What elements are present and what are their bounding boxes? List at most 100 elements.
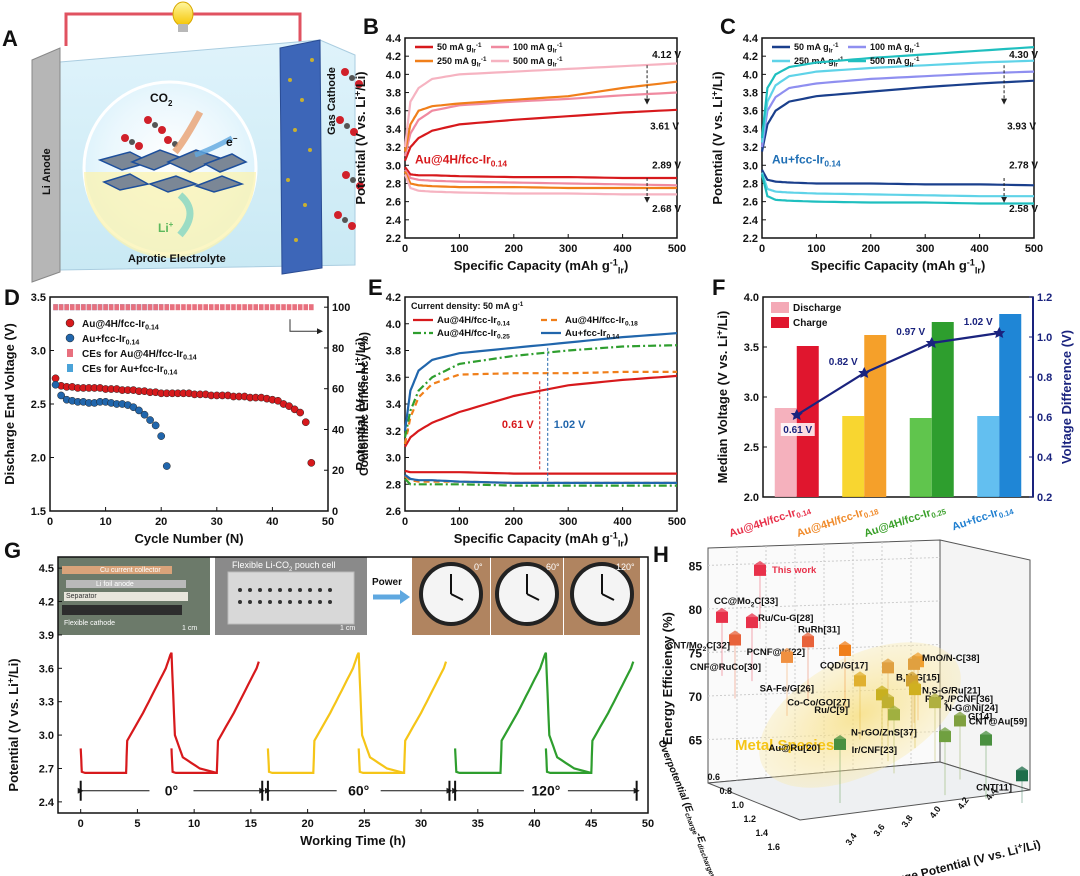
legend-label: 50 mA gIr-1 — [437, 42, 482, 54]
legend-d: Au@4H/fcc-Ir0.14 Au+fcc-Ir0.14 CEs for Au@… — [65, 318, 197, 377]
ce-point — [197, 304, 203, 311]
power-label: Power — [372, 577, 402, 588]
y2-tick-label: 60 — [332, 384, 344, 396]
photo-label-sep: Separator — [66, 593, 97, 600]
catalyst-label: Au@Ru[20] — [769, 743, 821, 754]
clock-photo-60: 60° — [491, 557, 563, 635]
ce-point — [164, 304, 170, 311]
y-axis-label: Potential (V vs. Li+/Li) — [709, 71, 725, 204]
ce-point — [258, 304, 264, 311]
li-anode-plate — [31, 47, 61, 283]
cube-face — [854, 675, 866, 687]
y-tick-label: 2.8 — [743, 178, 758, 190]
voltage-point — [135, 406, 143, 415]
chart-F: 2.0 2.5 3.0 3.5 4.0 F 0.2 0.4 0.6 0.8 1.0 1.2 Median… — [712, 275, 1074, 540]
legend-label: Discharge — [793, 303, 842, 314]
period-label-bg — [149, 780, 194, 799]
voltage-point — [140, 410, 149, 419]
charts-layer: 0 100 200 300 400 5002.22.42.62.83.03.23.43.6… — [2, 14, 1074, 876]
charge-curve — [403, 62, 678, 148]
legend-swatch — [771, 317, 789, 328]
y-axis-label: Energy Efficiency (%) — [660, 612, 675, 745]
series-100-mA-g: 100 mA gIr-1 — [760, 42, 1035, 148]
gas-cathode-label: Gas Cathode — [326, 67, 338, 135]
ce-point — [192, 304, 197, 311]
charge-bar — [931, 322, 954, 497]
discharge-curve — [404, 469, 677, 475]
cube-face — [716, 611, 728, 623]
y2-axis-label: Voltage Difference (V) — [1059, 330, 1074, 464]
y-tick-label: 3.0 — [39, 730, 54, 742]
catalyst-label: N-G@Ni[24] — [945, 703, 998, 714]
legend-label: Au+fcc-Ir0.14 — [565, 328, 620, 340]
y2-tick-label: 20 — [332, 465, 344, 477]
y-tick-label: 3.8 — [743, 88, 758, 100]
series-g: 120° — [452, 652, 640, 801]
ce-point — [270, 304, 275, 311]
ce-point — [131, 304, 136, 311]
li-label: Li+ — [158, 220, 174, 235]
y2-tick-label: 80 — [332, 343, 344, 355]
cube-face — [746, 617, 758, 629]
charge-curve — [760, 46, 1035, 139]
discharge-curve — [404, 169, 678, 187]
discharge-bar — [977, 416, 1000, 497]
x-tick-label: 4.0 — [927, 804, 942, 820]
clock-angle-60: 60° — [546, 562, 560, 572]
y-tick-label: 2.2 — [743, 233, 758, 245]
catalyst-point: N-G@Ni[24] — [929, 693, 998, 762]
ce-point — [142, 304, 147, 311]
cycle-curve — [79, 652, 218, 775]
y-tick-label: 3.2 — [386, 142, 401, 154]
y-axis-label: Potential (V vs. Li+/Li) — [352, 71, 368, 204]
x-tick-label: 100 — [807, 243, 825, 255]
x-axis-label: Specific Capacity (mAh g-1Ir) — [454, 257, 629, 275]
panel-letter-c: C — [720, 14, 736, 39]
y-tick-label: 3.3 — [39, 697, 54, 709]
charge-curve — [403, 332, 678, 431]
cube-face — [888, 709, 900, 721]
photo-label-cathode: Flexible cathode — [64, 620, 115, 627]
x-axis-label: Working Time (h) — [300, 833, 406, 848]
ce-point — [136, 304, 142, 311]
difference-point — [925, 337, 938, 348]
li-arrow — [177, 192, 194, 238]
y2-tick-label: 40 — [332, 424, 344, 436]
chart-H: H 65 70 75 80 85 Energy Efficiency (%) 3.4 3.6 3.… — [653, 539, 1042, 876]
co2-molecules-inside — [121, 116, 178, 150]
legend-label: Au@4H/fcc-Ir0.14 — [82, 319, 159, 332]
catalyst-label: PCNF@Ir[22] — [747, 647, 805, 658]
ce-point — [203, 304, 208, 311]
y-tick-label: 3.9 — [39, 630, 54, 642]
photo-label-cu: Cu current collector — [100, 567, 161, 574]
charge-curve — [403, 80, 678, 152]
photo-scale-2: 1 cm — [340, 625, 355, 632]
z-tick-label: 1.4 — [755, 828, 768, 838]
panel-letter-d: D — [4, 285, 20, 310]
charge-bar — [796, 346, 819, 497]
charge-bar — [999, 314, 1022, 497]
voltage-point — [57, 391, 65, 400]
y-tick-label: 65 — [689, 733, 703, 747]
catalyst-point: CNT@Au[59] — [969, 717, 1027, 799]
charge-curve — [403, 91, 678, 157]
difference-label: 1.02 V — [964, 317, 993, 328]
y-tick-label: 4.0 — [743, 69, 758, 81]
cube-face — [839, 644, 851, 656]
series-250-mA-g: 250 mA gIr-1 — [403, 56, 678, 190]
annotation-bottom: 2.58 V — [1009, 204, 1038, 215]
catalyst-point: CNT[11] — [976, 766, 1028, 803]
legend-label: Charge — [793, 318, 828, 329]
gas-cathode — [279, 39, 323, 275]
y-tick-label: 3.2 — [386, 426, 401, 438]
ce-point — [236, 304, 242, 311]
ce-point — [147, 304, 153, 311]
cycle-curve — [266, 652, 405, 775]
catalyst-label: CNF@RuCo[30] — [690, 662, 761, 673]
cube-face — [908, 658, 920, 670]
y-tick-label: 3.6 — [386, 372, 401, 384]
y-tick-label: 3.6 — [39, 663, 54, 675]
electron-arrow — [194, 135, 234, 158]
catalyst-point: Ir/CNF[23] — [852, 727, 951, 796]
x-tick-label: 3.8 — [899, 813, 914, 829]
